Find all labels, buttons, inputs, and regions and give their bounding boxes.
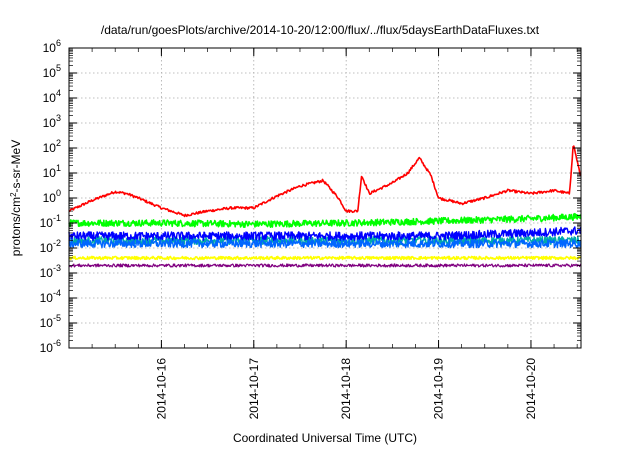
chart-title: /data/run/goesPlots/archive/2014-10-20/1… [101, 23, 540, 37]
label-layer: 10-6 10-5 10-4 10-3 10-2 10-1 100 101 102 103 104 1… [40, 38, 538, 419]
y-tick-label: 106 [43, 38, 61, 55]
y-axis-label-base: protons/cm [9, 197, 23, 256]
x-axis-label: Coordinated Universal Time (UTC) [233, 431, 417, 445]
series-layer [68, 145, 582, 268]
x-tick-label: 2014-10-18 [339, 358, 353, 420]
y-tick-label: 10-2 [40, 238, 61, 255]
series-line-1 [68, 145, 582, 218]
y-axis-label-rest: -s-sr-MeV [9, 140, 23, 193]
y-tick-label: 103 [43, 113, 61, 130]
y-tick-label: 101 [43, 163, 61, 180]
y-tick-label: 10-5 [40, 313, 61, 330]
y-axis-label-sup: 2 [9, 192, 18, 197]
y-tick-label: 10-6 [40, 338, 61, 355]
y-tick-label: 10-1 [40, 213, 61, 230]
series-line-2 [68, 212, 582, 228]
y-tick-label: 10-4 [40, 288, 61, 305]
series-line-6 [68, 255, 582, 261]
x-tick-label: 2014-10-16 [154, 358, 168, 420]
series-line-4 [68, 226, 582, 242]
y-tick-label: 104 [43, 88, 61, 105]
y-tick-label: 105 [43, 63, 61, 80]
tick-layer [68, 47, 581, 349]
y-tick-label: 100 [43, 188, 61, 205]
y-axis-label: protons/cm2-s-sr-MeV [9, 140, 24, 256]
y-tick-label: 102 [43, 138, 61, 155]
x-tick-label: 2014-10-17 [247, 358, 261, 420]
y-tick-label: 10-3 [40, 263, 61, 280]
series-line-7 [68, 263, 582, 268]
x-tick-label: 2014-10-20 [524, 358, 538, 420]
series-line-5 [68, 238, 582, 249]
grid-layer [69, 48, 581, 348]
x-tick-label: 2014-10-19 [432, 358, 446, 420]
